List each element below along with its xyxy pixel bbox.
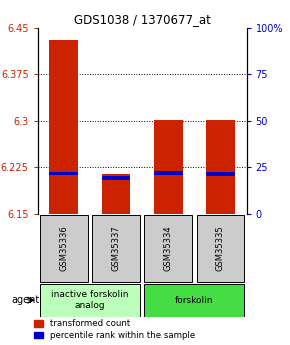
Bar [102, 174, 130, 214]
Title: GDS1038 / 1370677_at: GDS1038 / 1370677_at [74, 13, 211, 27]
Text: GSM35337: GSM35337 [111, 226, 121, 271]
Bar [154, 171, 183, 175]
Bar [144, 284, 244, 317]
Bar [206, 120, 235, 214]
Bar [144, 215, 192, 282]
Text: GSM35335: GSM35335 [216, 226, 225, 271]
Bar [92, 215, 140, 282]
Bar [102, 176, 130, 180]
Text: GSM35334: GSM35334 [164, 226, 173, 271]
Text: forskolin: forskolin [175, 296, 213, 305]
Bar [154, 120, 183, 214]
Bar [206, 172, 235, 176]
Text: inactive forskolin
analog: inactive forskolin analog [51, 290, 129, 310]
Bar [49, 172, 78, 175]
Bar [40, 215, 88, 282]
Bar [40, 284, 140, 317]
Bar [197, 215, 244, 282]
Bar [49, 40, 78, 214]
Text: GSM35336: GSM35336 [59, 226, 68, 271]
Text: agent: agent [12, 295, 40, 305]
Legend: transformed count, percentile rank within the sample: transformed count, percentile rank withi… [33, 318, 196, 341]
